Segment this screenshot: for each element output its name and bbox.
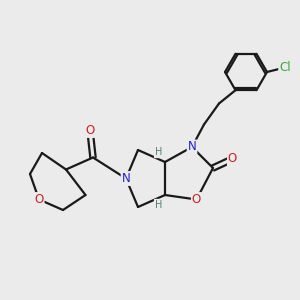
Text: O: O	[192, 193, 201, 206]
Text: N: N	[188, 140, 196, 154]
Text: H: H	[155, 200, 162, 210]
Text: Cl: Cl	[279, 61, 291, 74]
Text: O: O	[85, 124, 94, 137]
Text: N: N	[122, 172, 130, 185]
Text: O: O	[34, 193, 43, 206]
Text: O: O	[228, 152, 237, 166]
Text: H: H	[155, 147, 162, 158]
